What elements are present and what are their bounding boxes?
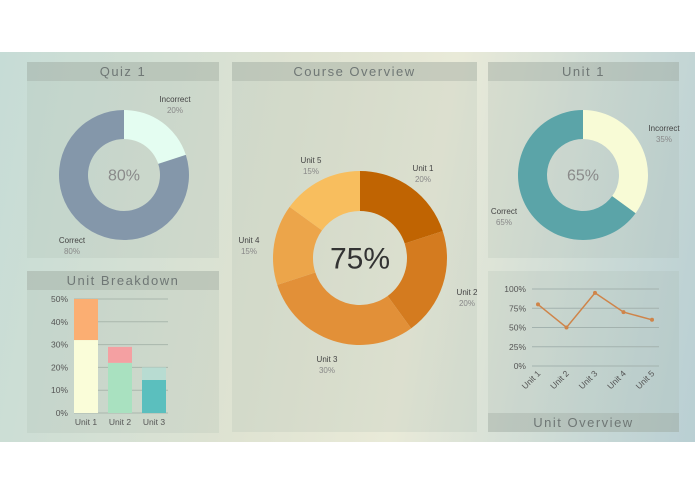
slice-value: 15% — [241, 247, 257, 256]
data-point — [536, 302, 540, 307]
slice-label: Unit 4 — [239, 236, 260, 245]
pie-slice — [277, 272, 412, 346]
slice-value: 35% — [656, 135, 672, 144]
y-tick: 0% — [56, 408, 69, 418]
y-tick: 40% — [51, 317, 68, 327]
y-tick: 20% — [51, 362, 68, 372]
bar-segment — [142, 367, 166, 380]
center-label: 75% — [330, 243, 390, 276]
x-tick: Unit 2 — [548, 368, 571, 391]
x-tick: Unit 5 — [634, 368, 657, 391]
y-tick: 10% — [51, 385, 68, 395]
series-line — [537, 291, 653, 329]
y-tick: 0% — [514, 361, 527, 371]
slice-label: Unit 5 — [301, 156, 322, 165]
pie-slice — [289, 171, 360, 231]
x-tick: Unit 1 — [520, 368, 543, 391]
slice-label: Correct — [59, 236, 86, 245]
slice-value: 20% — [459, 299, 475, 308]
panel-title: Quiz 1 — [27, 62, 219, 81]
bar-segment — [108, 346, 132, 363]
pie-slice — [273, 206, 322, 285]
slice-value: 20% — [415, 175, 431, 184]
data-point — [593, 290, 597, 295]
overview-panel: Unit Overview — [488, 271, 679, 432]
center-label: 80% — [108, 168, 140, 185]
pie-slice — [360, 171, 443, 244]
data-point — [564, 325, 569, 330]
center-label: 65% — [567, 168, 599, 185]
y-tick: 50% — [509, 323, 526, 333]
pie-slice — [518, 110, 636, 240]
pie-slice — [583, 110, 648, 214]
panel-title: Unit 1 — [488, 62, 679, 81]
bar-segment — [74, 299, 98, 341]
y-tick: 30% — [51, 340, 68, 350]
x-tick: Unit 1 — [75, 417, 97, 427]
pie-slice — [59, 110, 190, 240]
panel-title: Unit Breakdown — [27, 271, 219, 290]
slice-label: Unit 3 — [317, 355, 338, 364]
y-tick: 75% — [509, 303, 526, 313]
slice-label: Incorrect — [159, 95, 191, 104]
data-point — [621, 310, 626, 315]
slice-label: Correct — [491, 207, 518, 216]
bar-segment — [108, 362, 132, 413]
x-tick: Unit 4 — [605, 368, 628, 391]
pie-slice — [387, 231, 448, 329]
slice-value: 20% — [167, 106, 183, 115]
x-tick: Unit 2 — [109, 417, 131, 427]
slice-label: Incorrect — [648, 124, 680, 133]
slice-label: Unit 1 — [413, 164, 434, 173]
slice-label: Unit 2 — [457, 288, 478, 297]
slice-value: 65% — [496, 218, 512, 227]
bar-segment — [74, 340, 98, 413]
data-point — [650, 317, 654, 322]
bar-segment — [142, 379, 166, 413]
y-tick: 25% — [509, 342, 526, 352]
y-tick: 100% — [504, 284, 526, 294]
pie-slice — [124, 110, 186, 164]
x-tick: Unit 3 — [577, 368, 600, 391]
panel-title: Unit Overview — [488, 413, 679, 432]
x-tick: Unit 3 — [143, 417, 165, 427]
slice-value: 30% — [319, 366, 335, 375]
y-tick: 50% — [51, 294, 68, 304]
panel-title: Course Overview — [232, 62, 477, 81]
slice-value: 15% — [303, 167, 319, 176]
slice-value: 80% — [64, 247, 80, 256]
